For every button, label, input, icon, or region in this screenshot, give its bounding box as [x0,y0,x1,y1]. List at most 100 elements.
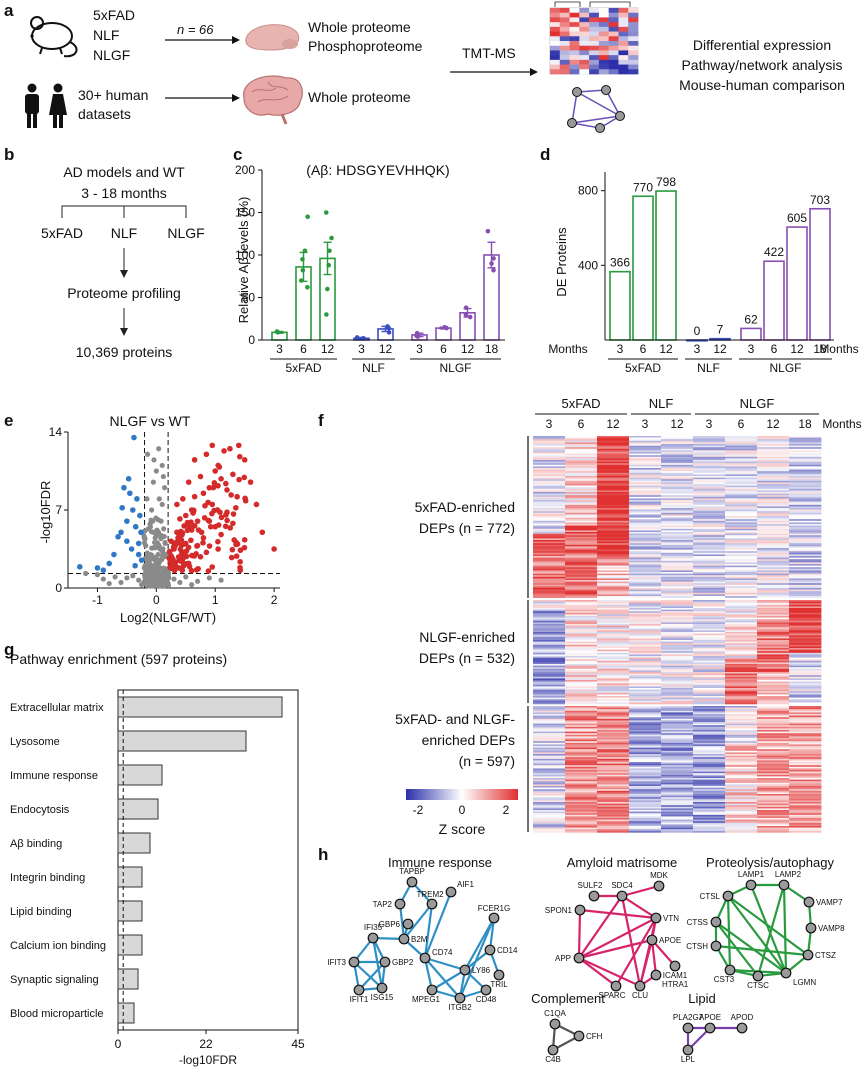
f-heat-cell [597,535,630,538]
f-heat-cell [789,773,822,776]
f-heat-cell [629,519,662,522]
f-heat-cell [533,681,566,684]
d-bar-value-label: 7 [717,323,724,337]
f-heat-cell [725,747,758,750]
f-heat-cell [597,589,630,592]
h-node [549,1018,561,1030]
e-x-tick-label: 1 [212,593,219,607]
f-heat-cell [629,586,662,589]
e-point-up [191,493,198,500]
f-heat-cell [789,720,822,723]
e-point-ns [139,582,145,588]
f-heat-cell [629,455,662,458]
f-heat-cell [725,568,758,571]
f-heat-cell [565,500,598,502]
f-heat-cell [533,660,566,663]
f-heat-cell [565,575,598,578]
f-heat-cell [693,525,726,528]
thumb-cell [589,69,600,75]
f-heat-cell [597,564,630,566]
f-heat-cell [533,464,566,467]
f-heat-cell [789,800,822,803]
f-heat-cell [597,709,630,712]
f-heat-cell [629,696,662,698]
f-heat-cell [597,591,630,594]
thumb-cell [550,50,561,56]
f-heat-cell [661,821,694,824]
f-heat-cell [757,794,790,796]
f-heat-cell [757,773,790,776]
f-heat-cell [757,520,790,523]
f-heat-cell [565,744,598,747]
f-heat-cell [725,619,758,622]
f-heat-cell [661,765,694,768]
f-heat-cell [725,755,758,758]
f-heat-cell [757,651,790,654]
e-point-up [218,514,225,521]
f-heat-cell [661,525,694,528]
f-heat-cell [661,795,694,798]
f-heat-cell [757,746,790,748]
f-heat-cell [757,463,790,466]
c-y-tick-label: 150 [235,206,255,220]
f-heat-cell [565,604,598,607]
thumb-cell [559,55,570,61]
f-heat-cell [533,606,566,609]
h-node-label: GBP6 [379,920,401,929]
e-point-up [177,546,184,553]
f-heat-cell [757,450,790,453]
f-heat-cell [597,439,630,442]
f-heat-cell [533,570,566,573]
c-data-point [324,312,329,317]
e-title: NLGF vs WT [110,413,191,429]
mouse-output-phosphoproteome: Phosphoproteome [308,38,423,54]
thumb-cell [608,55,619,61]
f-heat-cell [533,514,566,517]
g-category-label: Integrin binding [10,872,85,884]
f-heat-cell [725,493,758,496]
f-heat-cell [533,488,566,491]
f-heat-cell [597,474,630,477]
f-heat-cell [725,603,758,606]
f-heat-cell [789,668,822,671]
f-heat-cell [789,678,822,681]
f-heat-cell [597,678,630,681]
f-months-label: Months [822,417,861,431]
f-heat-cell [693,575,726,578]
f-heat-cell [693,572,726,574]
f-heat-cell [693,552,726,555]
f-heat-cell [533,754,566,756]
f-heat-cell [789,741,822,744]
e-y-tick-label: 14 [49,425,63,439]
f-heat-cell [693,691,726,694]
f-heat-cell [597,559,630,562]
f-heat-cell [533,487,566,490]
f-heat-cell [661,552,694,555]
f-heat-cell [693,811,726,814]
f-heat-cell [629,700,662,703]
f-heat-cell [661,466,694,469]
f-heat-cell [533,632,566,634]
flow-title: AD models and WT [63,164,185,180]
g-category-label: Extracellular matrix [10,702,104,714]
f-heat-cell [629,445,662,448]
f-heat-cell [757,691,790,694]
f-heat-cell [757,643,790,646]
human-output-whole-proteome: Whole proteome [308,89,411,105]
f-heat-cell [757,504,790,507]
f-heat-cell [533,816,566,819]
c-data-point [305,214,310,220]
f-heat-cell [629,498,662,501]
f-heat-cell [597,773,630,776]
f-heat-cell [661,516,694,518]
f-heat-cell [693,638,726,641]
f-heat-cell [693,710,726,713]
d-months-label: Months [819,342,858,356]
f-heat-cell [533,588,566,590]
f-heat-cell [757,830,790,833]
f-heat-cell [597,463,630,466]
f-heat-cell [789,509,822,512]
f-heat-cell [533,694,566,697]
e-point-up [174,529,180,536]
f-heat-cell [757,458,790,461]
